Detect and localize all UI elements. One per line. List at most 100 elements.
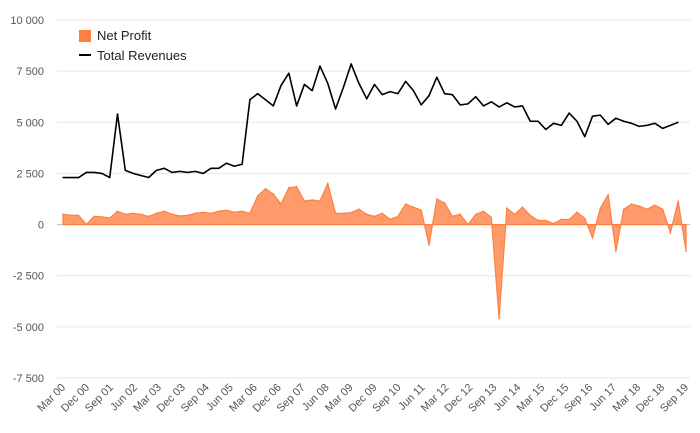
total-revenues-point [443, 93, 446, 95]
y-tick-label: -2 500 [13, 271, 44, 283]
net-profit-point [202, 211, 204, 214]
net-profit-point [264, 187, 267, 190]
net-profit-point [381, 212, 384, 215]
net-profit-point [529, 214, 532, 217]
total-revenues-point [233, 165, 235, 167]
total-revenues-point [584, 136, 586, 138]
total-revenues-point [350, 63, 352, 65]
total-revenues-point [630, 122, 633, 124]
total-revenues-point [202, 172, 204, 175]
total-revenues-point [397, 93, 399, 95]
total-revenues-point [638, 125, 640, 127]
total-revenues-point [669, 124, 672, 126]
total-revenues-point [319, 65, 321, 67]
net-profit-point [607, 194, 609, 196]
legend-label-net-profit: Net Profit [97, 28, 152, 43]
total-revenues-point [225, 162, 228, 164]
net-profit-point [295, 185, 298, 188]
total-revenues-point [677, 121, 679, 123]
net-profit-point [677, 200, 680, 202]
net-profit-point [537, 219, 539, 222]
net-profit-point [241, 210, 243, 213]
net-profit-point [599, 207, 602, 210]
net-profit-point [303, 200, 306, 202]
total-revenues-point [155, 169, 158, 171]
total-revenues-point [179, 170, 181, 172]
y-tick-label: -7 500 [13, 373, 44, 385]
total-revenues-point [599, 114, 601, 116]
net-profit-point [272, 193, 275, 195]
net-profit-point [646, 208, 648, 211]
net-profit-point [638, 205, 641, 207]
net-profit-point [576, 211, 578, 214]
net-profit-point [225, 209, 228, 212]
total-revenues-point [654, 122, 656, 124]
total-revenues-point [101, 172, 103, 175]
net-profit-area [62, 181, 687, 319]
total-revenues-point [311, 89, 313, 92]
total-revenues-point [576, 120, 578, 122]
net-profit-point [210, 212, 212, 215]
net-profit-point [404, 203, 407, 205]
total-revenues-point [124, 169, 126, 171]
net-profit-point [373, 215, 376, 218]
net-profit-point [311, 199, 314, 201]
net-profit-point [560, 218, 563, 221]
net-profit-point [506, 207, 508, 210]
total-revenues-point [521, 105, 524, 107]
total-revenues-point [280, 84, 282, 87]
total-revenues-point [132, 172, 134, 175]
net-profit-point [490, 216, 493, 219]
net-profit-point [124, 213, 127, 216]
gridlines [57, 19, 690, 379]
total-revenues-point [257, 93, 259, 95]
net-profit-point [108, 217, 111, 219]
total-revenues-point [568, 112, 570, 114]
total-revenues-point [241, 163, 243, 165]
legend-swatch-net-profit [79, 30, 91, 42]
net-profit-point [669, 231, 672, 234]
total-revenues-point [85, 171, 87, 174]
net-profit-point [319, 200, 321, 202]
total-revenues-point [459, 104, 461, 106]
total-revenues-point [591, 115, 594, 117]
net-profit-point [545, 219, 547, 222]
net-profit-point [552, 222, 555, 225]
total-revenues-point [163, 167, 165, 169]
net-profit-point [482, 210, 485, 213]
total-revenues-point [615, 117, 617, 119]
net-profit-point [420, 209, 423, 212]
total-revenues-point [288, 72, 290, 74]
total-revenues-point [296, 105, 298, 107]
total-revenues-point [389, 91, 391, 93]
net-profit-point [342, 212, 345, 215]
net-profit-point [685, 250, 687, 252]
total-revenues-point [116, 113, 119, 115]
net-profit-point [69, 214, 72, 217]
total-revenues-point [210, 167, 212, 169]
net-profit-point [163, 210, 166, 213]
total-revenues-point [436, 76, 438, 78]
total-revenues-point [506, 102, 508, 104]
total-revenues-point [451, 94, 453, 96]
net-profit-point [140, 213, 142, 216]
net-profit-point [498, 317, 500, 320]
total-revenues-point [194, 170, 196, 172]
net-profit-point [217, 210, 220, 213]
total-revenues-point [607, 123, 609, 125]
net-profit-point [101, 216, 103, 218]
net-profit-point [451, 215, 454, 218]
net-profit-point [591, 237, 594, 239]
net-profit-point [249, 212, 251, 215]
total-revenues-point [93, 171, 95, 174]
net-profit-point [365, 213, 368, 216]
net-profit-point [467, 223, 469, 226]
total-revenues-point [529, 120, 531, 122]
net-profit-point [256, 195, 259, 197]
total-revenues-point [272, 105, 274, 107]
total-revenues-point [218, 167, 220, 169]
net-profit-point [428, 244, 430, 246]
total-revenues-point [482, 105, 485, 107]
